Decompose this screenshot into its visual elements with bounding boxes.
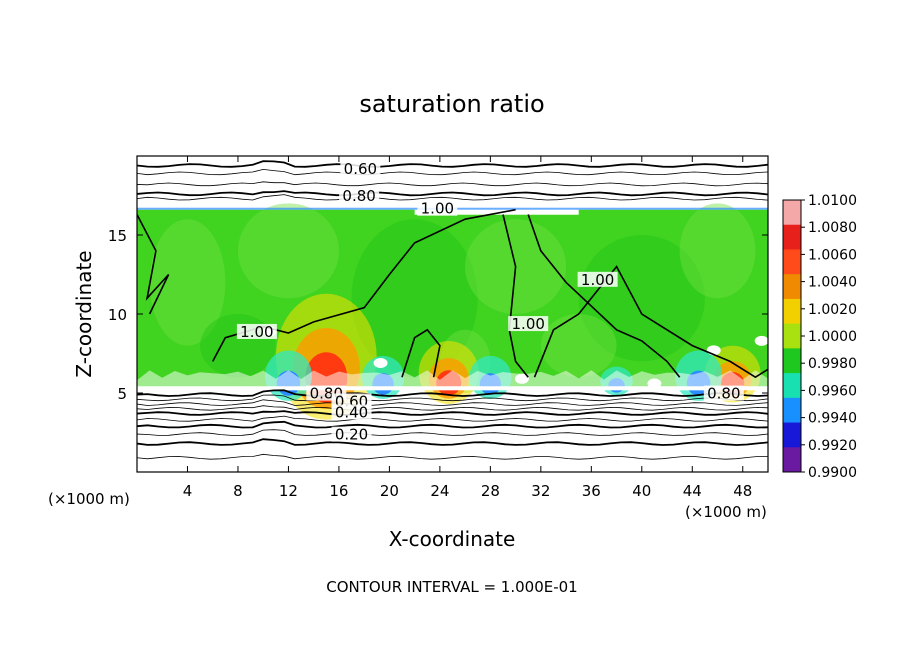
contour-line — [137, 399, 768, 406]
contour-line — [137, 429, 768, 436]
contour-label: 1.00 — [421, 200, 454, 218]
contour-label: 0.80 — [707, 385, 740, 403]
y-tick-label: 10 — [108, 306, 127, 324]
x-tick-label: 12 — [279, 482, 298, 500]
colorbar-swatch — [783, 447, 801, 473]
contour-label-bg — [331, 404, 372, 420]
contour-label-bg — [417, 200, 458, 216]
contour-label: 1.00 — [581, 271, 614, 289]
y-axis-ticks: 5 10 15 — [108, 227, 768, 403]
colorbar-label: 0.9960 — [808, 383, 857, 399]
contour-interval-note: CONTOUR INTERVAL = 1.000E-01 — [326, 578, 577, 596]
x-tick-label: 48 — [733, 482, 752, 500]
y-axis-label: Z-coordinate — [72, 250, 96, 377]
colorbar-label: 1.0000 — [808, 329, 857, 345]
colorbar-swatch — [783, 348, 801, 374]
colorbar-label: 0.9940 — [808, 411, 857, 427]
colorbar-swatch — [783, 224, 801, 250]
contour-label-bg — [331, 426, 372, 442]
contour-label-bg — [339, 188, 380, 204]
contour-line — [137, 194, 768, 201]
field-texture — [679, 203, 756, 299]
field-texture — [149, 219, 226, 346]
colorbar: 1.0100 1.0080 1.0060 1.0040 1.0020 1.0000 0.99… — [782, 193, 857, 481]
colorbar-label: 0.9900 — [808, 465, 857, 481]
x-tick-label: 28 — [481, 482, 500, 500]
contour-line — [137, 415, 768, 422]
contour-line — [137, 420, 768, 429]
x-unit-left: (×1000 m) — [48, 490, 130, 508]
contour-line — [137, 438, 768, 446]
unsaturated-hole — [514, 373, 529, 384]
x-tick-label: 4 — [183, 482, 193, 500]
field-texture — [237, 203, 339, 299]
x-tick-label: 16 — [329, 482, 348, 500]
y-tick-label: 5 — [117, 385, 127, 403]
colorbar-swatch — [783, 274, 801, 300]
colorbar-swatch — [783, 249, 801, 275]
colorbar-label: 1.0020 — [808, 302, 857, 318]
x-tick-label: 40 — [632, 482, 651, 500]
colorbar-label: 1.0060 — [808, 247, 857, 263]
contour-line — [137, 181, 768, 187]
contour-line — [137, 405, 768, 411]
contour-label: 0.40 — [335, 404, 368, 422]
contour-label-bg — [236, 323, 277, 339]
contour-line — [137, 190, 768, 197]
contour-label: 1.00 — [240, 323, 273, 341]
contour-label: 1.00 — [512, 315, 545, 333]
contour-label: 0.80 — [342, 187, 375, 205]
contour-line — [137, 394, 768, 402]
cloud-top-gap — [414, 208, 579, 215]
colorbar-label: 0.9920 — [808, 438, 857, 454]
colorbar-swatch — [783, 397, 801, 424]
contour-line-1-00 — [533, 265, 768, 379]
colorbar-swatch — [783, 422, 801, 448]
chart-title: saturation ratio — [359, 90, 544, 118]
x-tick-label: 24 — [430, 482, 449, 500]
colorbar-label: 0.9980 — [808, 356, 857, 372]
y-tick-label: 15 — [108, 227, 127, 245]
x-tick-label: 20 — [380, 482, 399, 500]
colorbar-label: 1.0040 — [808, 275, 857, 291]
cloud-base-gap — [137, 386, 768, 391]
field-texture — [578, 235, 705, 362]
field-texture — [351, 219, 478, 378]
contour-line — [137, 389, 768, 397]
x-tick-label: 44 — [683, 482, 702, 500]
contour-label-bg — [340, 161, 381, 177]
colorbar-swatch — [783, 373, 801, 399]
x-unit-right: (×1000 m) — [685, 503, 767, 521]
contour-line — [137, 410, 768, 416]
colorbar-swatch — [783, 323, 801, 349]
x-tick-label: 32 — [531, 482, 550, 500]
x-axis-label: X-coordinate — [389, 527, 516, 551]
contour-line-1-00 — [401, 328, 441, 378]
contour-line — [137, 453, 768, 460]
plot-area: 0.600.801.001.001.001.000.800.600.400.20… — [137, 156, 768, 472]
x-tick-label: 8 — [233, 482, 243, 500]
colorbar-label: 1.0100 — [808, 193, 857, 209]
field-texture — [540, 314, 617, 378]
contour-line — [137, 168, 768, 176]
x-axis-ticks: 4 8 12 16 20 24 28 32 36 40 44 48 — [183, 156, 752, 500]
contour-line-1-00 — [137, 214, 170, 315]
colorbar-swatch — [783, 298, 801, 325]
contour-line — [137, 160, 768, 168]
contour-label: 0.60 — [344, 160, 377, 178]
unsaturated-hole — [373, 357, 388, 368]
contour-label: 0.20 — [335, 426, 368, 444]
contour-label-bg — [577, 271, 618, 287]
colorbar-label: 1.0080 — [808, 220, 857, 236]
contour-label-bg — [703, 385, 744, 401]
cloud-base-band — [137, 370, 768, 391]
contour-line-1-00 — [527, 214, 681, 378]
unsaturated-hole — [754, 335, 768, 346]
x-tick-label: 36 — [582, 482, 601, 500]
colorbar-swatch — [783, 200, 801, 226]
unsaturated-hole — [647, 378, 662, 389]
contour-label-bg — [508, 316, 549, 332]
